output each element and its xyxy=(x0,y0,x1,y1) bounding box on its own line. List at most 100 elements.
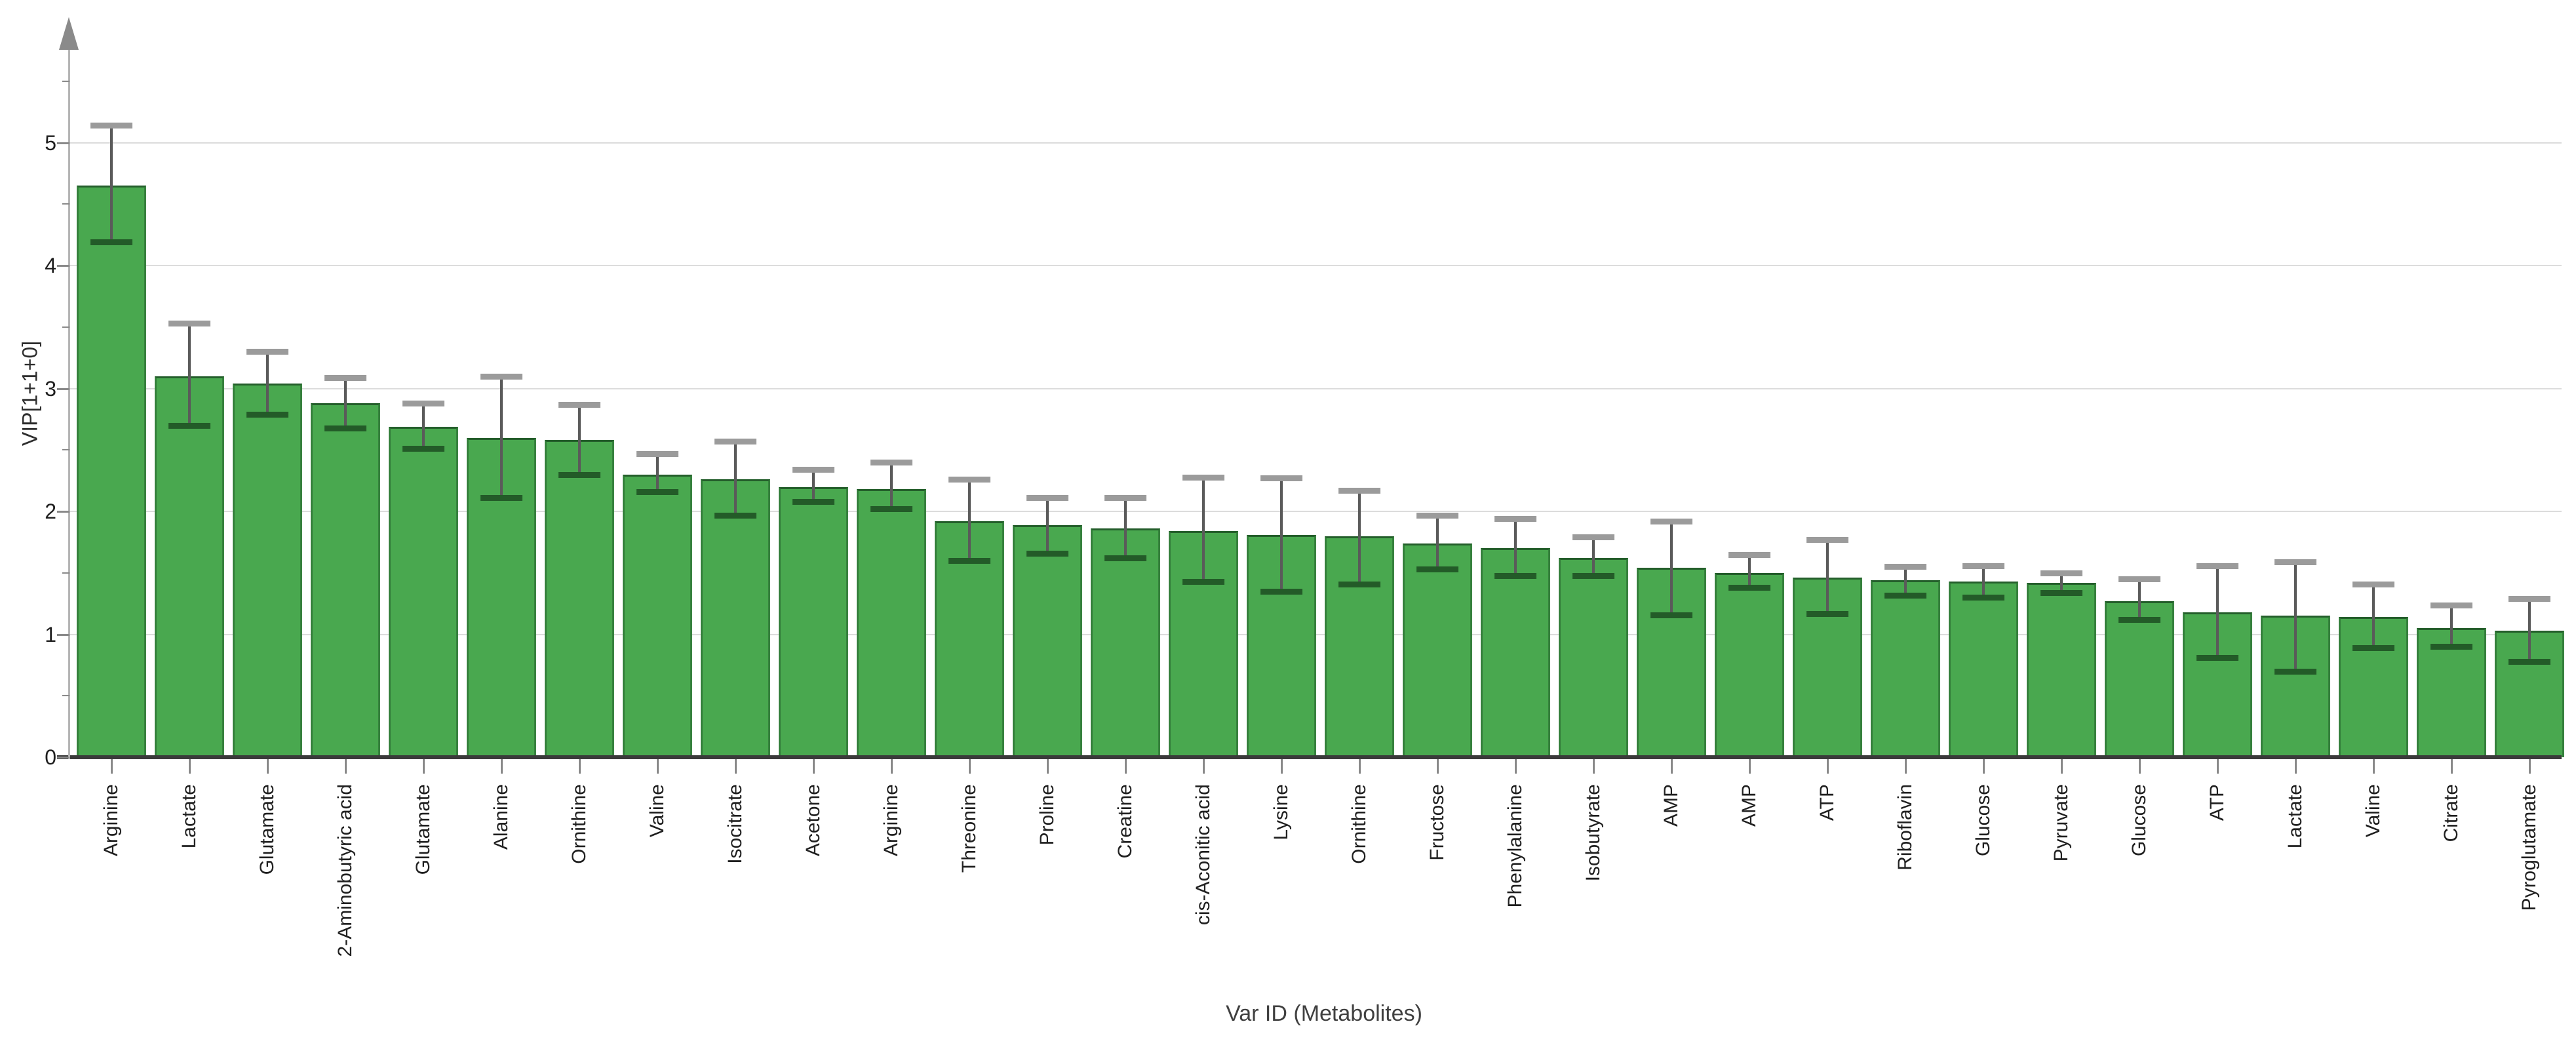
error-bar-line xyxy=(1982,565,1985,598)
error-bar-cap-bottom xyxy=(636,489,678,495)
error-bar-cap-bottom xyxy=(1260,588,1302,595)
error-bar-cap-top xyxy=(792,467,834,473)
error-bar-line xyxy=(2372,583,2375,648)
y-tick-minor xyxy=(62,449,69,451)
x-tick xyxy=(1203,759,1205,774)
y-tick-major xyxy=(57,387,69,390)
error-bar-line xyxy=(188,323,191,425)
error-bar-line xyxy=(1904,566,1907,595)
error-bar-line xyxy=(500,376,503,498)
error-bar-cap-bottom xyxy=(1806,610,1848,617)
x-tick xyxy=(2295,759,2297,774)
error-bar-cap-top xyxy=(1806,537,1848,543)
error-bar-cap-bottom xyxy=(948,558,990,564)
error-bar-cap-top xyxy=(1494,516,1536,523)
error-bar-cap-top xyxy=(2118,576,2160,583)
error-bar-cap-bottom xyxy=(1650,612,1692,618)
bar xyxy=(2027,582,2096,757)
x-tick xyxy=(189,759,191,774)
x-tick-label: Glutamate xyxy=(412,784,434,875)
bar xyxy=(701,479,770,757)
x-tick xyxy=(345,759,347,774)
bar xyxy=(1871,580,1940,757)
error-bar-cap-bottom xyxy=(1104,555,1146,562)
x-tick-label: Fructose xyxy=(1426,784,1448,861)
error-bar-cap-top xyxy=(714,439,756,445)
x-tick-label: AMP xyxy=(1738,784,1760,827)
bar xyxy=(311,403,380,757)
error-bar-cap-top xyxy=(2430,602,2472,608)
error-bar-cap-top xyxy=(2352,581,2394,587)
x-tick xyxy=(1905,759,1907,774)
error-bar-cap-bottom xyxy=(870,506,912,513)
error-bar-cap-bottom xyxy=(1494,572,1536,579)
y-tick-label: 2 xyxy=(45,500,56,523)
y-tick-label: 1 xyxy=(45,622,56,646)
error-bar-cap-top xyxy=(1104,495,1146,502)
x-tick xyxy=(1125,759,1127,774)
x-tick-label: Lactate xyxy=(178,784,200,849)
x-tick xyxy=(1827,759,1829,774)
y-axis-title: VIP[1+1+0] xyxy=(18,340,42,446)
y-gridline xyxy=(69,142,2562,144)
error-bar-cap-top xyxy=(870,460,912,465)
error-bar-cap-top xyxy=(1728,551,1770,558)
x-tick-label: Threonine xyxy=(958,784,980,873)
error-bar-cap-top xyxy=(324,374,366,381)
error-bar-cap-top xyxy=(1962,563,2004,569)
error-bar-line xyxy=(2060,572,2063,593)
x-tick-label: Isocitrate xyxy=(724,784,746,864)
error-bar-line xyxy=(1826,540,1829,614)
error-bar-cap-bottom xyxy=(2352,645,2394,652)
x-tick-label: Glutamate xyxy=(256,784,278,875)
error-bar-cap-bottom xyxy=(2508,658,2550,665)
x-tick xyxy=(969,759,971,774)
error-bar-cap-bottom xyxy=(1728,585,1770,591)
x-axis-line xyxy=(57,755,2562,759)
error-bar-line xyxy=(1202,477,1205,582)
y-tick-label: 3 xyxy=(45,376,56,401)
x-tick-label: Arginine xyxy=(880,784,902,857)
x-tick-label: Valine xyxy=(2362,784,2384,838)
error-bar-line xyxy=(344,377,347,428)
bar xyxy=(623,474,692,757)
bar xyxy=(155,376,224,757)
x-tick-label: ATP xyxy=(2206,784,2228,821)
x-tick xyxy=(1515,759,1517,774)
error-bar-cap-top xyxy=(480,373,522,380)
x-tick xyxy=(1281,759,1283,774)
x-tick-label: Citrate xyxy=(2440,784,2462,842)
bar xyxy=(389,426,458,757)
x-tick xyxy=(2373,759,2375,774)
x-tick-label: Pyruvate xyxy=(2050,784,2072,862)
x-tick xyxy=(111,759,113,774)
y-tick-major xyxy=(57,265,69,267)
error-bar-cap-bottom xyxy=(1884,592,1926,599)
y-gridline xyxy=(69,387,2562,389)
bar xyxy=(2183,612,2252,757)
error-bar-cap-bottom xyxy=(2430,644,2472,650)
y-axis-line xyxy=(68,46,70,759)
error-bar-line xyxy=(2528,599,2531,662)
x-tick-label: Isobutyrate xyxy=(1582,784,1604,882)
y-tick-major xyxy=(57,142,69,144)
error-bar-line xyxy=(812,469,815,502)
x-tick xyxy=(1749,759,1751,774)
error-bar-line xyxy=(1358,490,1361,584)
error-bar-cap-bottom xyxy=(1962,595,2004,601)
y-tick-label: 5 xyxy=(45,130,56,155)
error-bar-line xyxy=(2294,561,2297,671)
error-bar-cap-top xyxy=(558,401,600,408)
error-bar-cap-top xyxy=(2040,570,2082,576)
error-bar-cap-top xyxy=(246,349,288,355)
x-tick xyxy=(423,759,425,774)
error-bar-cap-bottom xyxy=(792,499,834,505)
x-tick-label: Ornithine xyxy=(1348,784,1370,864)
error-bar-line xyxy=(1592,537,1595,576)
error-bar-cap-top xyxy=(402,401,444,406)
x-tick-label: ATP xyxy=(1816,784,1838,821)
x-tick-label: AMP xyxy=(1660,784,1682,827)
error-bar-cap-bottom xyxy=(1572,572,1614,579)
x-axis-title: Var ID (Metabolites) xyxy=(1226,1001,1422,1026)
